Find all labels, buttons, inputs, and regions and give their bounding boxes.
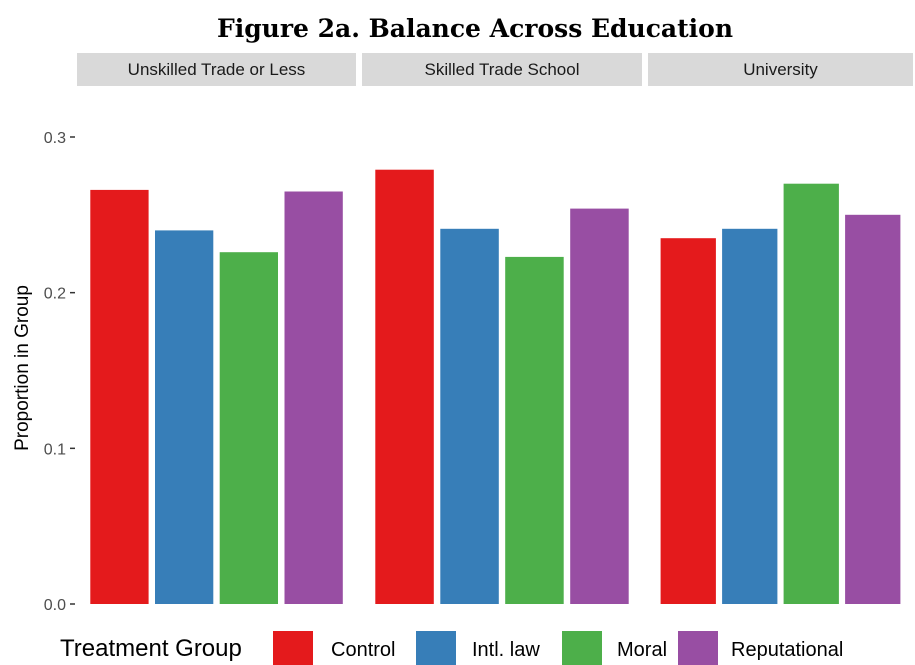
y-axis-title: Proportion in Group <box>12 285 33 451</box>
facet-strips: Unskilled Trade or Less Skilled Trade Sch… <box>77 53 913 86</box>
y-axis: 0.0 0.1 0.2 0.3 <box>44 130 75 614</box>
facet-strip-unskilled-trade-or-less <box>77 53 356 86</box>
legend-label-control: Control <box>331 639 395 661</box>
facet-strip-university <box>648 53 913 86</box>
bar-unskilled-trade-or-less-intl-law <box>155 230 214 604</box>
bar-skilled-trade-school-control <box>375 169 434 604</box>
bar-unskilled-trade-or-less-control <box>90 189 149 604</box>
legend-key-reputational <box>678 631 718 665</box>
bar-skilled-trade-school-moral <box>505 256 564 604</box>
bar-university-reputational <box>845 214 901 605</box>
bar-unskilled-trade-or-less-moral <box>219 252 278 604</box>
legend: Treatment Group Control Intl. law Moral Rep… <box>60 631 843 665</box>
chart-title: Figure 2a. Balance Across Education <box>217 14 733 43</box>
facet-label-university: University <box>743 60 818 79</box>
legend-label-reputational: Reputational <box>731 639 843 661</box>
legend-key-moral <box>562 631 602 665</box>
legend-label-intl-law: Intl. law <box>472 639 540 661</box>
y-tick-label: 0.2 <box>44 286 66 303</box>
bar-university-control <box>660 238 716 604</box>
facet-strip-skilled-trade-school <box>362 53 642 86</box>
bar-skilled-trade-school-reputational <box>570 208 629 604</box>
y-tick-label: 0.1 <box>44 441 66 458</box>
y-tick-label: 0.0 <box>44 597 66 614</box>
legend-key-control <box>273 631 313 665</box>
legend-key-intl-law <box>416 631 456 665</box>
bar-university-intl-law <box>722 228 778 605</box>
bars <box>90 169 901 605</box>
legend-title: Treatment Group <box>60 635 242 662</box>
facet-label-skilled-trade-school: Skilled Trade School <box>425 60 580 79</box>
bar-university-moral <box>783 183 839 604</box>
bar-unskilled-trade-or-less-reputational <box>284 191 343 604</box>
y-tick-label: 0.3 <box>44 130 66 147</box>
legend-label-moral: Moral <box>617 639 667 661</box>
facet-label-unskilled-trade-or-less: Unskilled Trade or Less <box>128 60 306 79</box>
bar-skilled-trade-school-intl-law <box>440 228 499 605</box>
